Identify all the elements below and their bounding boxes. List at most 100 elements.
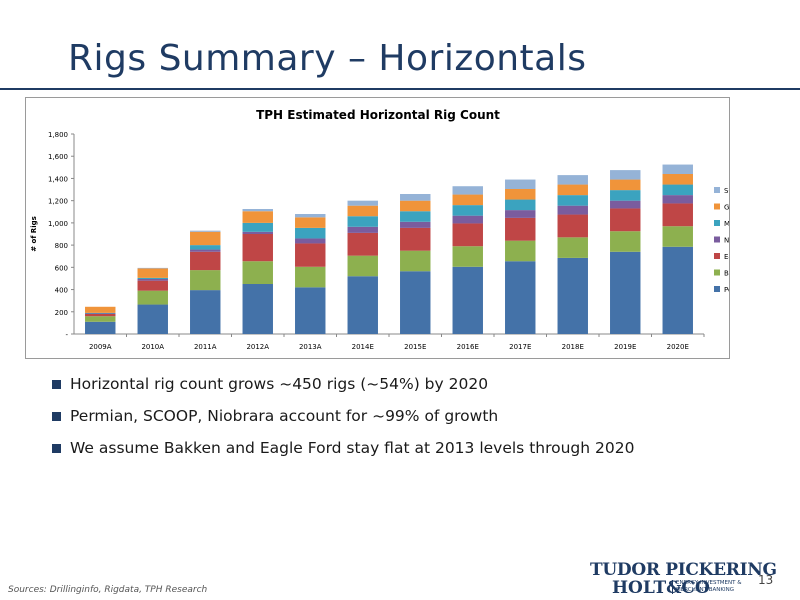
legend-swatch (714, 220, 720, 226)
bar-segment (400, 227, 431, 251)
bar-segment (242, 234, 273, 262)
bar-segment (190, 230, 221, 232)
bar-segment (662, 174, 693, 185)
bar-segment (557, 184, 588, 196)
company-logo: TUDOR PICKERING HOLT&CO ENERGY INVESTMEN… (590, 560, 777, 598)
bar-segment (190, 249, 221, 252)
logo-tagline: ENERGY INVESTMENT & MERCHANT BANKING (676, 580, 742, 593)
page-number: 13 (758, 573, 774, 587)
bar-segment (85, 314, 116, 317)
bar-segment (347, 200, 378, 206)
bar-segment (347, 205, 378, 217)
legend-swatch (714, 187, 720, 193)
bar-segment (295, 266, 326, 288)
chart-svg: TPH Estimated Horizontal Rig Count - 200 40… (30, 108, 729, 351)
y-tick-label: 1,400 (48, 175, 68, 183)
logo-divider (672, 580, 673, 594)
legend-swatch (714, 286, 720, 292)
bar-segment (662, 203, 693, 227)
y-axis-label: # of Rigs (30, 216, 38, 252)
legend-swatch (714, 236, 720, 243)
bar-segment (400, 211, 431, 222)
bar-segment (400, 194, 431, 201)
bar-segment (295, 238, 326, 244)
bar-segment (400, 221, 431, 228)
bar-segment (662, 164, 693, 174)
bar-segment (137, 304, 168, 334)
x-tick-label: 2014E (352, 343, 374, 351)
x-tick-label: 2010A (141, 343, 164, 351)
bar-segment (452, 215, 483, 224)
x-tick-label: 2015E (404, 343, 426, 351)
legend-label: MS Lime (724, 220, 729, 228)
bar-segment (557, 195, 588, 206)
logo-line2: HOLT&CO (612, 578, 710, 598)
bar-segment (137, 267, 168, 269)
bar-segment (505, 199, 536, 211)
bullet-item: Horizontal rig count grows ~450 rigs (~5… (48, 375, 748, 407)
bar-segment (505, 261, 536, 334)
bar-segment (295, 217, 326, 228)
bar-segment (242, 209, 273, 212)
legend-label: Niobrara (724, 237, 729, 245)
chart-title: TPH Estimated Horizontal Rig Count (256, 108, 500, 122)
y-tick-label: 1,200 (48, 198, 68, 206)
bar-segment (662, 195, 693, 204)
bar-segment (400, 250, 431, 272)
x-tick-label: 2020E (667, 343, 689, 351)
bar-segment (295, 227, 326, 239)
bar-segment (190, 231, 221, 246)
bullet-square-icon (52, 380, 61, 389)
bar-segment (85, 316, 116, 322)
bar-segment (610, 208, 641, 232)
bar-segment (242, 222, 273, 232)
bar-segment (137, 280, 168, 291)
slide-title: Rigs Summary – Horizontals (68, 38, 587, 79)
bar-segment (610, 251, 641, 334)
bar-segment (452, 194, 483, 206)
bar-segment (557, 237, 588, 258)
x-tick-label: 2011A (194, 343, 217, 351)
bar-segment (242, 284, 273, 334)
y-tick-label: - (65, 331, 68, 339)
bar-segment (662, 184, 693, 196)
y-tick-label: 1,600 (48, 153, 68, 161)
bar-segment (347, 216, 378, 227)
x-tick-label: 2013A (299, 343, 322, 351)
rig-count-chart: TPH Estimated Horizontal Rig Count - 200 40… (25, 97, 730, 359)
x-tick-label: 2018E (562, 343, 584, 351)
legend-swatch (714, 253, 720, 259)
bar-segment (242, 231, 273, 234)
bar-segment (557, 205, 588, 215)
title-divider (0, 88, 800, 90)
bar-segment (662, 246, 693, 334)
bar-segment (85, 312, 116, 314)
y-tick-label: 400 (55, 287, 68, 295)
y-tick-label: 1,800 (48, 131, 68, 139)
x-tick-label: 2019E (614, 343, 636, 351)
bar-segment (137, 279, 168, 281)
x-tick-label: 2017E (509, 343, 531, 351)
bar-segment (557, 257, 588, 334)
bar-segment (242, 261, 273, 284)
legend-swatch (714, 203, 720, 210)
bar-segment (137, 277, 168, 279)
bar-segment (137, 290, 168, 305)
bullet-square-icon (52, 444, 61, 453)
bar-segment (400, 200, 431, 212)
bar-segment (452, 223, 483, 247)
legend-label: SCOOP (724, 187, 729, 195)
bullet-text: Horizontal rig count grows ~450 rigs (~5… (70, 375, 489, 393)
bar-segment (610, 190, 641, 201)
x-tick-label: 2012A (246, 343, 269, 351)
bar-segment (85, 321, 116, 334)
bar-segment (662, 226, 693, 247)
legend-label: GW, Tonk, Cle (724, 204, 729, 212)
bullet-item: Permian, SCOOP, Niobrara account for ~99… (48, 407, 748, 439)
bar-segment (347, 226, 378, 233)
bar-segment (505, 179, 536, 189)
bar-segment (295, 287, 326, 334)
bar-segment (347, 255, 378, 277)
bar-segment (557, 175, 588, 185)
bar-segment (505, 240, 536, 262)
